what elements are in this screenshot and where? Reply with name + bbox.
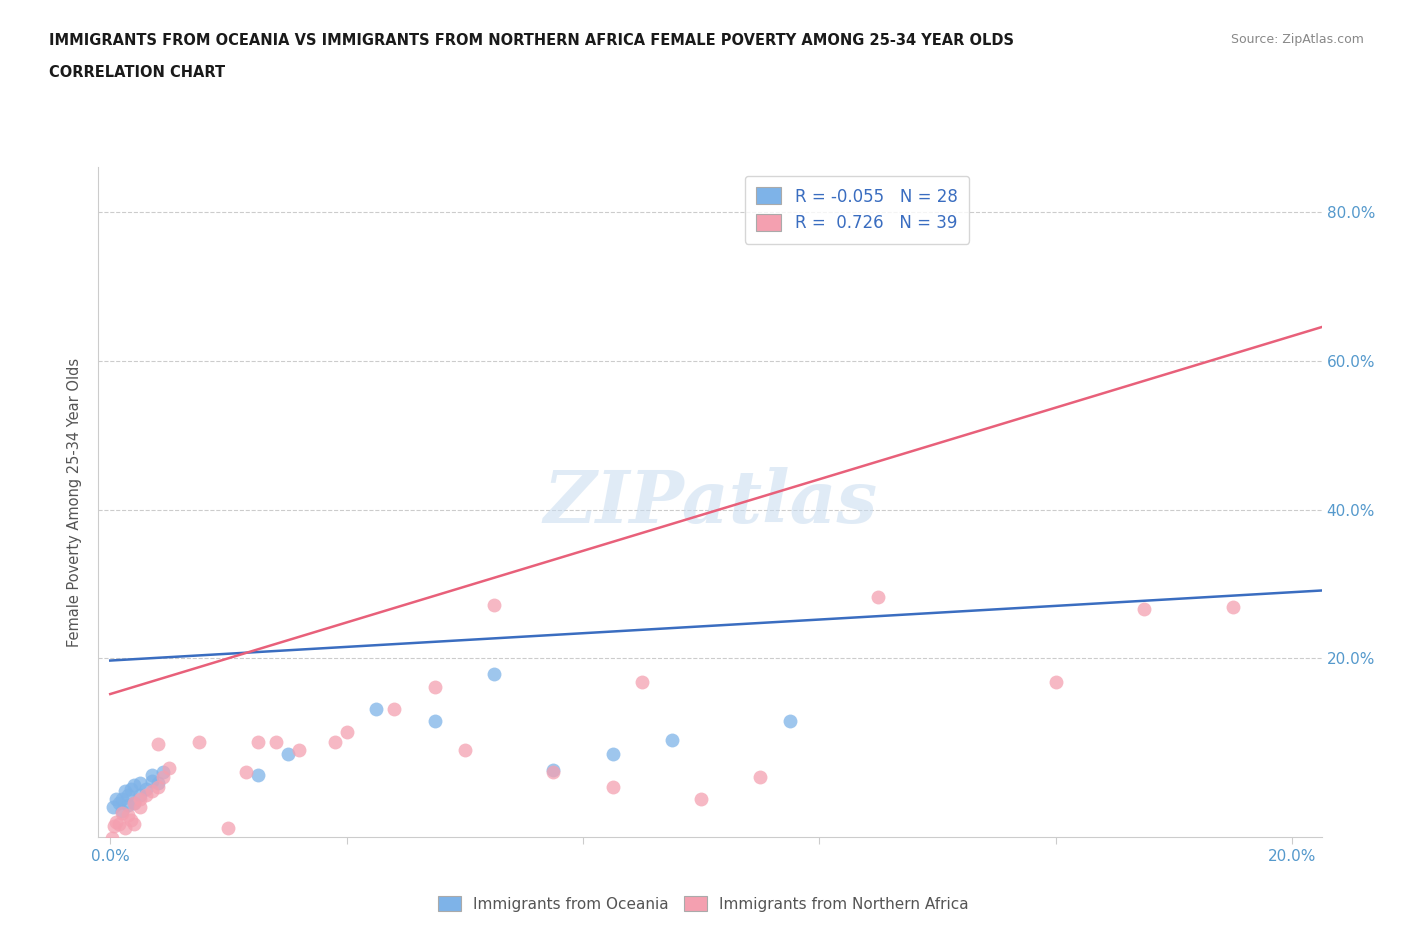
Text: Source: ZipAtlas.com: Source: ZipAtlas.com [1230,33,1364,46]
Text: ZIPatlas: ZIPatlas [543,467,877,538]
Legend: Immigrants from Oceania, Immigrants from Northern Africa: Immigrants from Oceania, Immigrants from… [432,889,974,918]
Text: IMMIGRANTS FROM OCEANIA VS IMMIGRANTS FROM NORTHERN AFRICA FEMALE POVERTY AMONG : IMMIGRANTS FROM OCEANIA VS IMMIGRANTS FR… [49,33,1014,47]
Legend: R = -0.055   N = 28, R =  0.726   N = 39: R = -0.055 N = 28, R = 0.726 N = 39 [745,176,969,244]
Text: CORRELATION CHART: CORRELATION CHART [49,65,225,80]
Y-axis label: Female Poverty Among 25-34 Year Olds: Female Poverty Among 25-34 Year Olds [67,358,83,646]
